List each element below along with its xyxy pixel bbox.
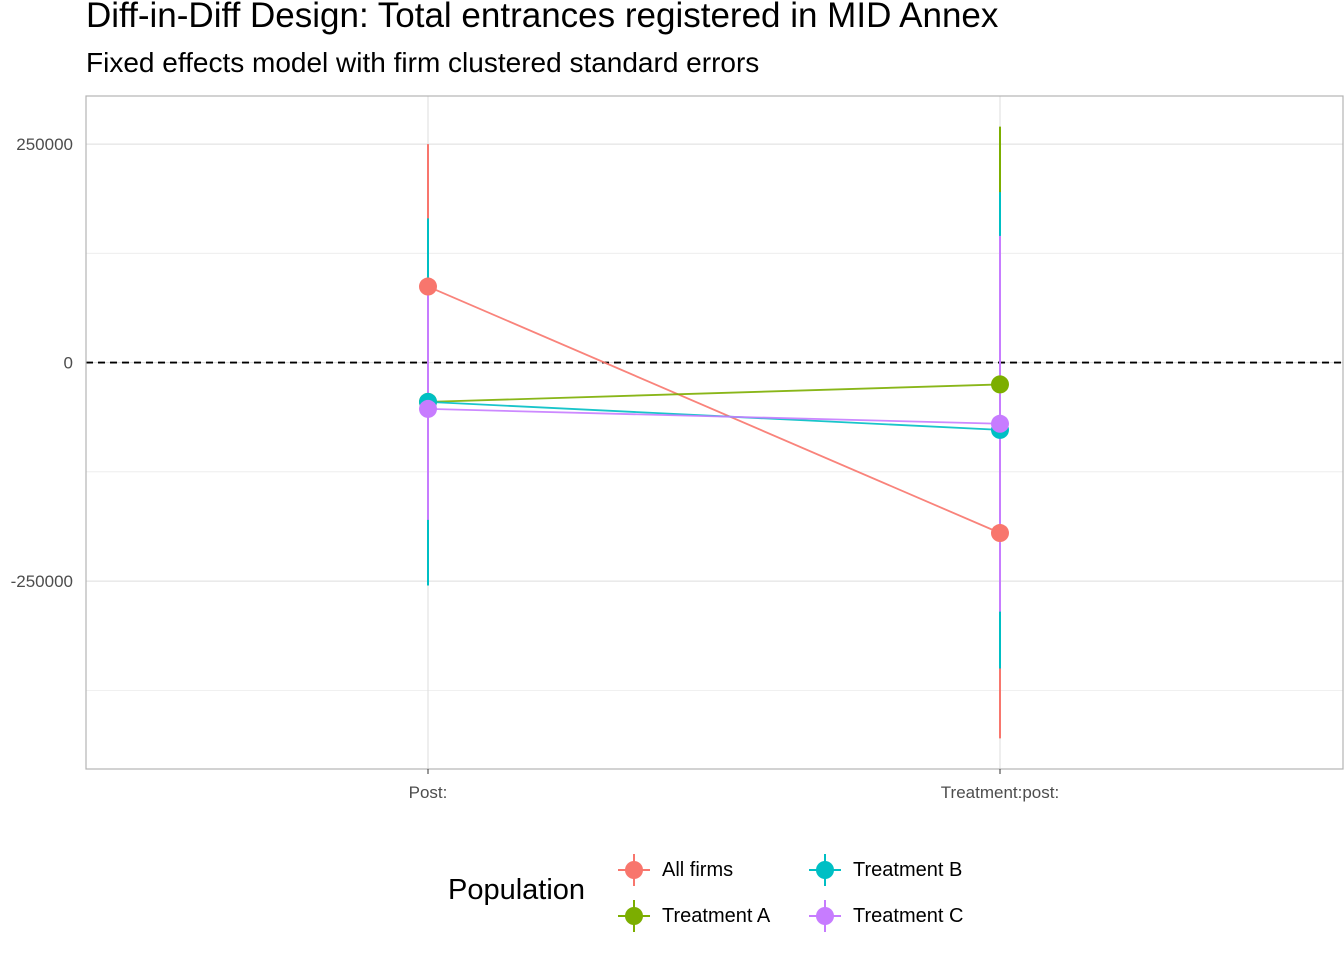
series-lines <box>427 285 1001 534</box>
series-line-treatment-a <box>427 383 1001 403</box>
point-all-firms-0 <box>419 277 437 296</box>
legend-item-treatment-c: Treatment C <box>805 896 963 936</box>
legend-key-point <box>625 907 643 925</box>
y-tick-label: 0 <box>64 354 73 373</box>
point-treatment-c-0 <box>419 399 437 418</box>
plot-panel <box>86 96 1343 769</box>
legend-item-treatment-b: Treatment B <box>805 850 962 890</box>
chart-title: Diff-in-Diff Design: Total entrances reg… <box>86 0 999 35</box>
legend-key-point <box>816 861 834 879</box>
chart-subtitle: Fixed effects model with firm clustered … <box>86 47 760 78</box>
legend-key-icon <box>618 900 650 932</box>
legend-label: Treatment A <box>662 904 771 927</box>
legend-key-icon <box>809 854 841 886</box>
legend-key-icon <box>809 900 841 932</box>
estimate-points <box>419 277 1009 543</box>
series-line-all-firms <box>427 285 1001 534</box>
legend-label: Treatment C <box>853 904 964 927</box>
point-treatment-a-1 <box>991 375 1009 394</box>
legend-label: Treatment B <box>853 858 963 881</box>
point-all-firms-1 <box>991 524 1009 543</box>
legend-item-all-firms: All firms <box>614 850 733 890</box>
legend-key-point <box>816 907 834 925</box>
x-tick-label: Treatment:post: <box>941 783 1059 802</box>
point-treatment-c-1 <box>991 414 1009 433</box>
legend-label: All firms <box>662 858 734 881</box>
legend-key-point <box>625 861 643 879</box>
x-axis: Post: Treatment:post: <box>409 769 1059 802</box>
legend-title: Population <box>448 874 586 906</box>
y-tick-label: 250000 <box>16 135 73 154</box>
legend-item-treatment-a: Treatment A <box>614 896 770 936</box>
y-tick-label: -250000 <box>11 572 73 591</box>
plot-border <box>85 95 1344 770</box>
x-tick-label: Post: <box>409 783 448 802</box>
legend-key-icon <box>618 854 650 886</box>
series-line-treatment-c <box>427 408 1001 425</box>
y-axis: 250000 0 -250000 <box>11 135 73 591</box>
legend: Population All firms Treatment A Treatment… <box>448 846 1008 946</box>
